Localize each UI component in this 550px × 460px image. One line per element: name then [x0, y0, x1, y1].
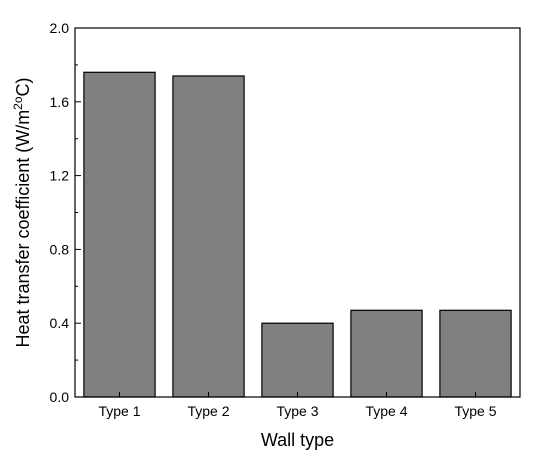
x-tick-label: Type 3 — [276, 403, 318, 419]
bar-1 — [83, 71, 156, 398]
y-tick-label: 0.0 — [50, 389, 70, 405]
y-axis-title-main: Heat transfer coefficient (W/m — [13, 110, 33, 348]
y-axis-ticks: 0.0 0.4 0.8 1.2 1.6 2.0 — [50, 20, 81, 405]
bar-2 — [172, 75, 245, 398]
x-axis-ticks: Type 1 Type 2 Type 3 Type 4 Type 5 — [98, 392, 497, 419]
x-tick-label: Type 4 — [365, 403, 407, 419]
y-tick-label: 2.0 — [50, 20, 70, 36]
y-tick-label: 0.4 — [50, 315, 70, 331]
y-axis-title-tail: C) — [13, 77, 33, 96]
x-tick-label: Type 5 — [454, 403, 496, 419]
bar-5 — [439, 309, 512, 398]
bar-3 — [261, 322, 334, 398]
y-tick-label: 1.2 — [50, 168, 70, 184]
x-axis-title: Wall type — [261, 430, 334, 450]
bar-4 — [350, 309, 423, 398]
x-tick-label: Type 2 — [187, 403, 229, 419]
x-tick-label: Type 1 — [98, 403, 140, 419]
y-tick-label: 0.8 — [50, 241, 70, 257]
y-axis-title: Heat transfer coefficient (W/m2oC) — [11, 77, 33, 347]
y-tick-label: 1.6 — [50, 94, 70, 110]
y-axis-title-superscript: 2o — [11, 96, 25, 110]
bars-group — [83, 71, 512, 398]
